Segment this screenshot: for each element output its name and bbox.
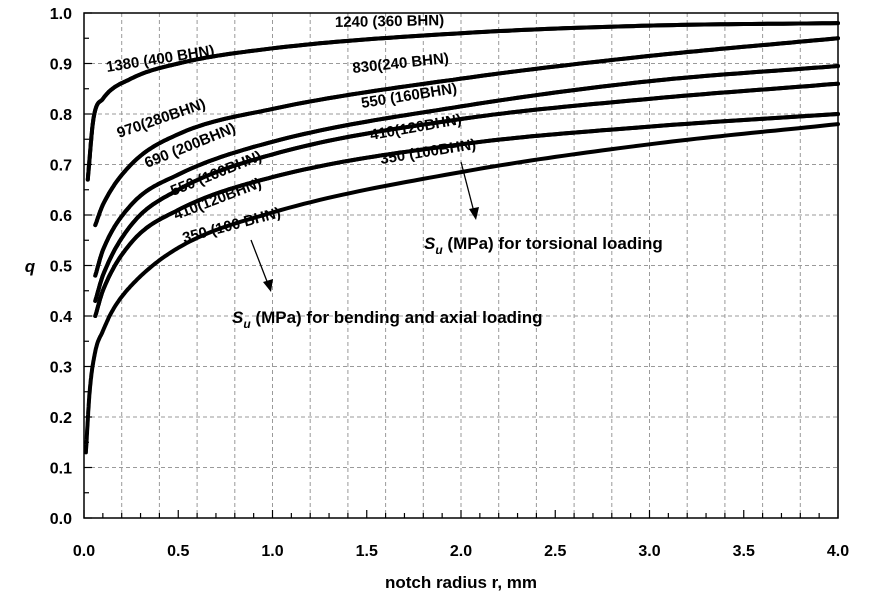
y-tick-label: 1.0 [50,6,72,23]
curve-label: 1240 (360 BHN) [335,12,445,31]
axis-ticks [83,12,839,519]
y-tick-label: 0.9 [50,57,72,74]
curve-10 [83,122,840,455]
torsional-annotation-text: Su (MPa) for torsional loading [424,234,663,257]
curve-label: 1380 (400 BHN) [105,42,216,76]
y-axis-title: q [25,257,36,276]
x-tick-label: 1.0 [261,543,283,560]
x-tick-label: 0.0 [73,543,95,560]
y-tick-label: 0.3 [50,360,72,377]
y-tick-label: 0.1 [50,461,72,478]
y-tick-label: 0.5 [50,259,72,276]
curve-6 [93,36,840,228]
bending-arrow [250,239,269,285]
y-tick-labels: 0.0 0.1 0.2 0.3 0.4 0.5 0.6 0.7 0.8 0.9 1.0 [50,6,72,528]
x-tick-label: 3.5 [733,543,755,560]
x-axis-title: notch radius r, mm [385,573,537,592]
y-tick-label: 0.2 [50,410,72,427]
y-tick-label: 0.8 [50,107,72,124]
curve-label: 410(120BHN) [369,111,463,144]
curve-7 [93,64,840,278]
curve-label: 830(240 BHN) [352,50,450,77]
bending-annotation: Su (MPa) for bending and axial loading [232,239,543,331]
curves [83,21,840,455]
y-tick-label: 0.4 [50,309,72,326]
x-tick-label: 4.0 [827,543,849,560]
torsional-arrowhead [469,207,479,220]
x-tick-label: 1.5 [356,543,378,560]
curve-8 [93,81,840,303]
curve-5 [85,21,840,182]
x-tick-label: 2.5 [544,543,566,560]
curve-label: 350 (100BHN) [379,136,477,168]
y-tick-label: 0.6 [50,208,72,225]
x-tick-label: 0.5 [167,543,189,560]
gridlines [84,13,838,518]
torsional-annotation: Su (MPa) for torsional loading [424,161,663,257]
x-tick-label: 3.0 [638,543,660,560]
bending-annotation-text: Su (MPa) for bending and axial loading [232,308,543,331]
torsional-arrow [460,161,475,213]
y-tick-label: 0.0 [50,511,72,528]
bending-arrowhead [263,279,273,292]
y-tick-label: 0.7 [50,158,72,175]
curve-9 [93,112,840,318]
x-tick-label: 2.0 [450,543,472,560]
x-tick-labels: 0.0 0.5 1.0 1.5 2.0 2.5 3.0 3.5 4.0 [73,543,849,560]
